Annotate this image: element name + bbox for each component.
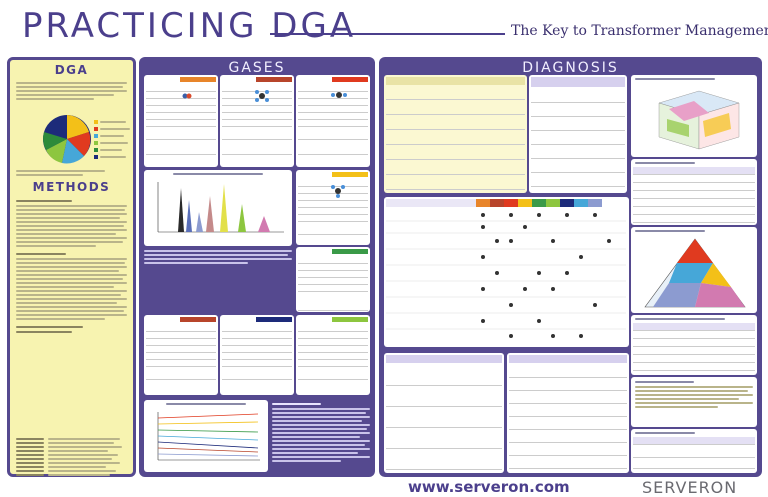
fault-gas-matrix xyxy=(384,197,629,347)
gases-section-title: GASES xyxy=(228,60,286,76)
chromatogram-figure xyxy=(144,170,292,246)
gas-card-8 xyxy=(296,315,370,395)
duval-cube-figure xyxy=(631,75,757,157)
gas-card-6 xyxy=(144,315,218,395)
page-subtitle: The Key to Transformer Management xyxy=(511,23,768,39)
gas-card-3 xyxy=(296,75,370,167)
key-gas-table xyxy=(631,159,757,231)
limits-table xyxy=(631,429,757,473)
gas-card-1 xyxy=(144,75,218,167)
methods-section-title: METHODS xyxy=(32,180,111,194)
dga-methods-panel: DGA METHODS xyxy=(7,57,136,477)
chromatogram-plot xyxy=(157,182,284,233)
footer-url-link[interactable]: www.serveron.com xyxy=(408,478,570,496)
molecule-icon xyxy=(255,90,269,102)
page-title: PRACTICING DGA xyxy=(22,6,357,46)
fault-types-table xyxy=(384,75,527,193)
duval-cube-plot xyxy=(658,90,740,150)
solubility-figure xyxy=(144,400,268,472)
gas-card-5 xyxy=(296,247,370,312)
dga-intro-text xyxy=(16,82,127,100)
solubility-description xyxy=(272,403,370,462)
notes-block xyxy=(631,377,757,427)
duval-triangle-plot xyxy=(644,238,746,308)
gas-card-7 xyxy=(220,315,294,395)
gas-card-2 xyxy=(220,75,294,167)
molecule-icon xyxy=(182,93,192,99)
dga-pie-chart xyxy=(43,115,91,164)
molecule-icon xyxy=(331,92,347,98)
matrix-grid xyxy=(386,213,626,338)
duval-triangle-figure xyxy=(631,227,757,313)
key-gas-method-table xyxy=(384,353,504,473)
title-divider xyxy=(270,33,505,35)
gas-card-4 xyxy=(296,170,370,245)
diagnosis-panel: DIAGNOSIS xyxy=(379,57,762,477)
pie-caption xyxy=(16,170,127,176)
dga-section-title: DGA xyxy=(54,63,89,77)
gases-panel: GASES xyxy=(139,57,375,477)
ratio-table xyxy=(529,75,627,193)
diagnosis-section-title: DIAGNOSIS xyxy=(522,60,619,76)
page-header: PRACTICING DGA The Key to Transformer Ma… xyxy=(0,0,768,52)
condition-table xyxy=(507,353,629,473)
standards-list xyxy=(16,438,127,476)
zone-table xyxy=(631,315,757,379)
molecule-icon xyxy=(331,185,345,198)
pie-legend xyxy=(94,120,132,159)
gases-description xyxy=(144,250,292,264)
methods-text xyxy=(16,200,127,336)
solubility-plot xyxy=(157,412,260,461)
brand-logo: SERVERON xyxy=(642,478,738,497)
